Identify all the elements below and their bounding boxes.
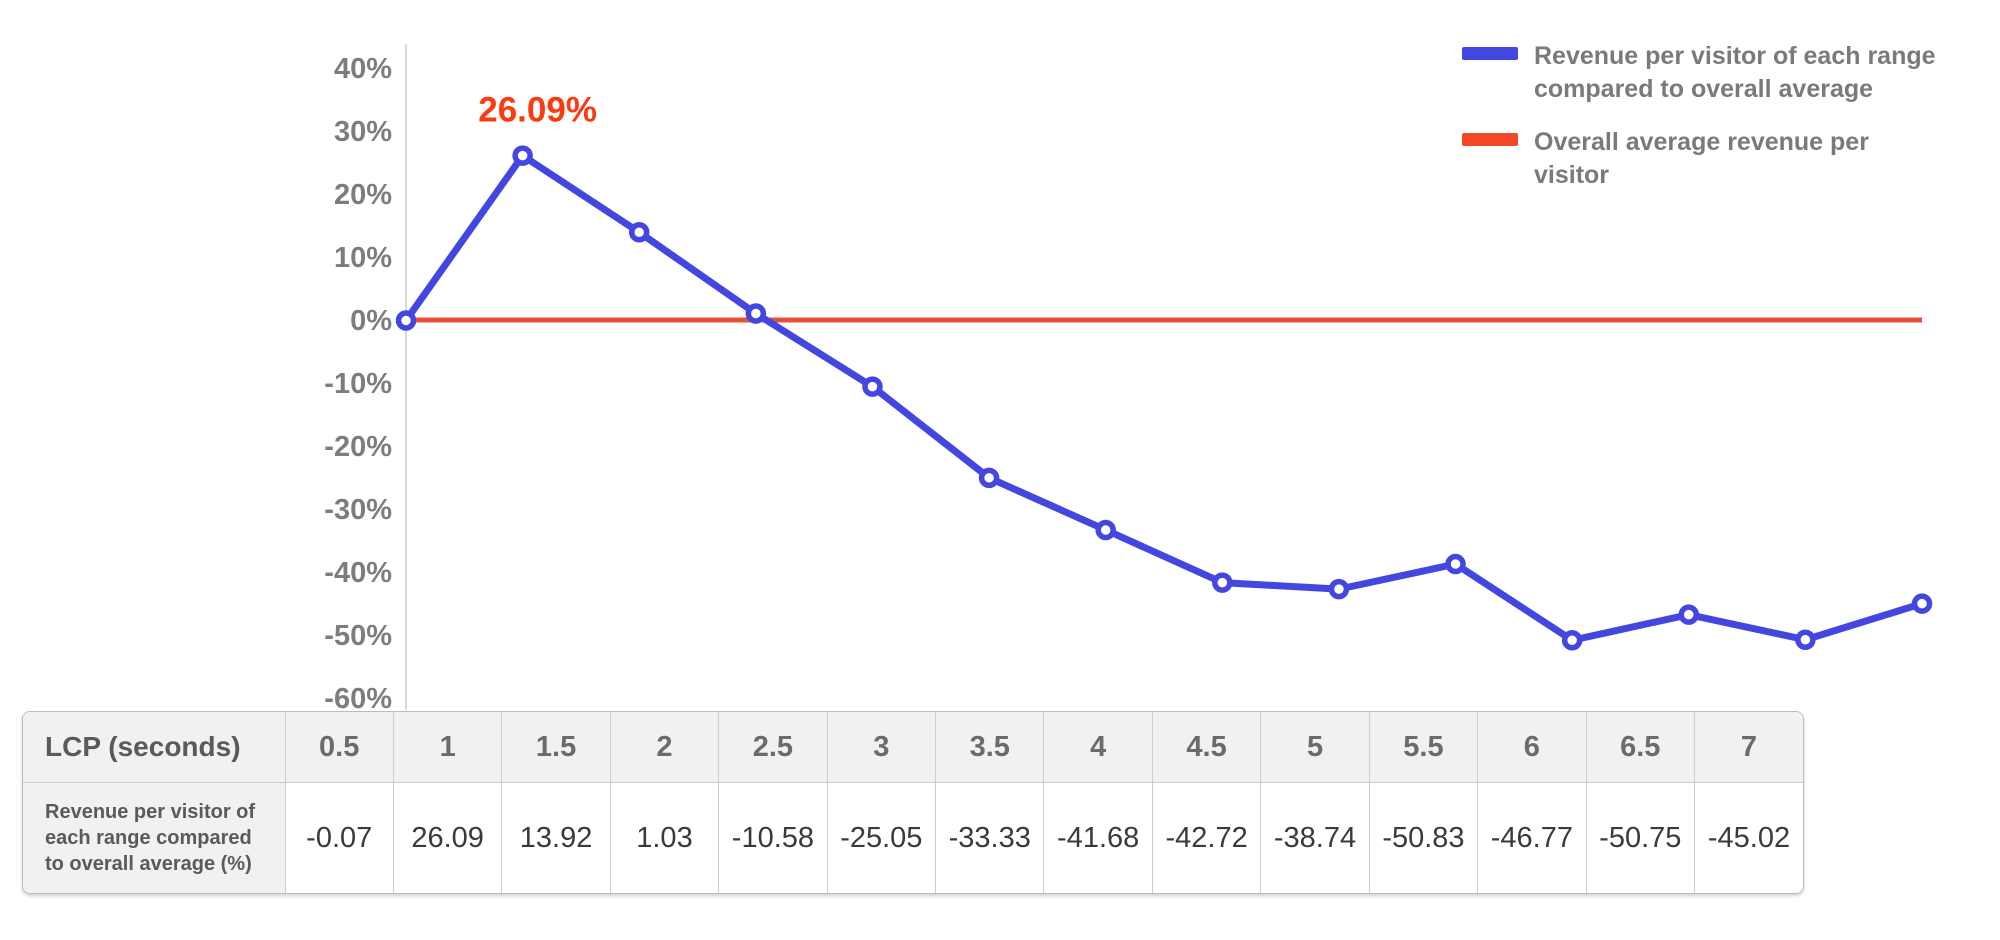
revenue-value-cell: -50.75 <box>1585 782 1695 893</box>
revenue-value-cell: 26.09 <box>392 782 503 893</box>
lcp-column-header: 4.5 <box>1151 712 1262 783</box>
data-point <box>1561 629 1583 651</box>
lcp-column-header: 5 <box>1260 712 1370 783</box>
lcp-column-header: 2 <box>609 712 720 783</box>
y-axis-tick-label: -50% <box>324 620 392 652</box>
table-corner-header: LCP (seconds) <box>23 712 286 783</box>
revenue-value-cell: -38.74 <box>1260 782 1370 893</box>
legend-item-overall-average: Overall average revenue per visitor <box>1462 126 1962 192</box>
revenue-value-cell: -0.07 <box>284 782 394 893</box>
revenue-line <box>402 152 1926 644</box>
lcp-column-header: 5.5 <box>1368 712 1479 783</box>
y-axis-tick-label: -30% <box>324 494 392 526</box>
lcp-column-header: 1.5 <box>501 712 611 783</box>
lcp-column-header: 7 <box>1693 712 1803 783</box>
lcp-column-header: 6.5 <box>1585 712 1695 783</box>
lcp-column-header: 6 <box>1477 712 1587 783</box>
table-header-row: LCP (seconds) 0.5 1 1.5 2 2.5 3 3.5 4 4.5 5 5.5 6 6.… <box>23 712 1803 783</box>
revenue-value-cell: -45.02 <box>1693 782 1803 893</box>
table-value-row: Revenue per visitor of each range compar… <box>23 782 1803 893</box>
data-point <box>1328 578 1350 600</box>
y-axis-tick-label: -10% <box>324 368 392 400</box>
data-point <box>1445 553 1466 575</box>
lcp-column-header: 4 <box>1043 712 1153 783</box>
data-point <box>1678 604 1700 625</box>
data-point <box>862 376 883 397</box>
data-point <box>1795 629 1816 650</box>
lcp-column-header: 3 <box>826 712 937 783</box>
data-point <box>1911 593 1933 614</box>
revenue-value-cell: -25.05 <box>826 782 937 893</box>
revenue-value-cell: -50.83 <box>1368 782 1479 893</box>
data-point <box>745 303 767 324</box>
lcp-column-header: 1 <box>392 712 503 783</box>
lcp-column-header: 2.5 <box>718 712 828 783</box>
data-point <box>1095 519 1116 541</box>
y-axis-tick-label: 0% <box>350 305 392 337</box>
y-axis-tick-label: -20% <box>324 431 392 463</box>
revenue-value-cell: -10.58 <box>718 782 828 893</box>
legend-label-revenue-range: Revenue per visitor of each range compar… <box>1534 42 1936 103</box>
revenue-value-cell: -46.77 <box>1477 782 1587 893</box>
lcp-column-header: 0.5 <box>284 712 394 783</box>
legend-swatch-red <box>1462 133 1518 146</box>
y-axis-tick-label: 20% <box>334 179 392 211</box>
lcp-data-table: LCP (seconds) 0.5 1 1.5 2 2.5 3 3.5 4 4.5 5 5.5 6 6.… <box>22 711 1804 894</box>
y-axis-tick-label: -40% <box>324 557 392 589</box>
y-axis-tick-label: -60% <box>324 683 392 710</box>
lcp-column-header: 3.5 <box>935 712 1045 783</box>
peak-value-annotation: 26.09% <box>478 91 597 130</box>
legend-label-overall-average: Overall average revenue per visitor <box>1534 128 1869 189</box>
revenue-value-cell: 13.92 <box>501 782 611 893</box>
table-row-label: Revenue per visitor of each range compar… <box>23 782 286 893</box>
y-axis-tick-label: 30% <box>334 116 392 148</box>
chart-legend: Revenue per visitor of each range compar… <box>1462 40 1962 212</box>
data-point <box>978 467 1000 489</box>
legend-swatch-blue <box>1462 47 1518 60</box>
data-table: LCP (seconds) 0.5 1 1.5 2 2.5 3 3.5 4 4.5 5 5.5 6 6.… <box>23 712 1803 893</box>
y-axis-tick-label: 40% <box>334 53 392 85</box>
y-axis-tick-label: 10% <box>334 242 392 274</box>
data-point <box>1212 572 1233 593</box>
revenue-value-cell: -33.33 <box>935 782 1045 893</box>
revenue-value-cell: -42.72 <box>1151 782 1262 893</box>
data-point <box>512 145 533 166</box>
line-chart: 40% 30% 20% 10% 0% -10% -20% -30% -40% -50% -60% 26… <box>324 44 1933 710</box>
data-point <box>395 310 417 331</box>
legend-item-revenue-range: Revenue per visitor of each range compar… <box>1462 40 1962 106</box>
data-point <box>628 222 650 243</box>
revenue-value-cell: 1.03 <box>609 782 720 893</box>
revenue-value-cell: -41.68 <box>1043 782 1153 893</box>
